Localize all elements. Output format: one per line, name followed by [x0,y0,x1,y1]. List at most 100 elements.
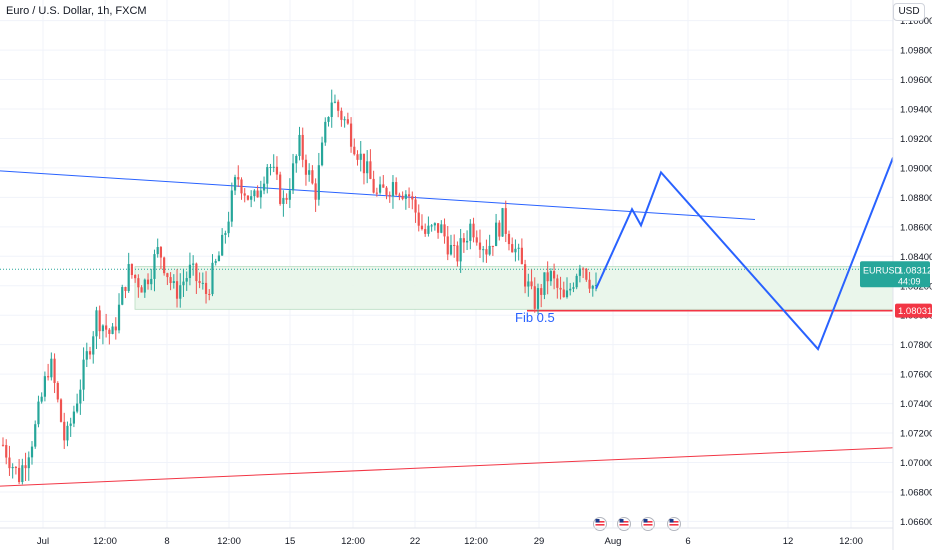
candle-body [224,233,227,235]
candle-body [169,277,172,284]
candle-body [262,183,266,191]
us-flag-event-icon [667,517,681,531]
candle-body [153,254,156,279]
support-price-value: 1.08031 [898,306,932,317]
price-tick-label: 1.07600 [900,370,932,381]
candle-body [511,244,514,253]
candle-body [591,285,594,289]
candle-body [240,179,243,194]
candle-body [320,142,324,166]
candle-body [398,194,401,196]
candle-body [401,195,404,199]
price-labels: EURUSD 1.08312 44:09 1.08031 [860,261,932,318]
projection-path[interactable] [595,157,894,351]
candle-body [63,421,66,441]
candle-body [372,178,375,193]
candle-body [514,248,517,253]
candle-body [498,222,501,237]
lower-trendline[interactable] [0,447,894,487]
candle-body [469,223,472,241]
candle-body [366,161,369,174]
candle-body [214,261,217,263]
demand-zone [134,266,894,310]
candle-body [488,245,491,255]
candle-body [140,287,143,293]
chart-grid [0,0,893,528]
candle-body [391,182,395,197]
candle-body [182,281,185,286]
candle-body [285,198,288,200]
currency-button[interactable]: USD [893,3,925,21]
candle-body [127,264,130,291]
candle-body [279,174,282,204]
candle-body [478,242,482,250]
candle-body [166,273,169,278]
time-tick-label: 8 [164,536,169,547]
candle-body [282,198,285,204]
candle-body [114,326,117,331]
candle-body [453,245,456,247]
upper-trendline[interactable] [0,170,756,220]
candle-body [95,310,98,337]
candle-body [198,281,201,283]
candle-body [540,288,543,295]
price-tick-label: 1.07400 [900,399,932,410]
fib-annotation[interactable]: Fib 0.5 [515,310,555,325]
candle-body [43,376,46,397]
candle-body [349,123,353,147]
price-tick-label: 1.08800 [900,193,932,204]
candle-body [211,262,214,295]
candle-body [221,234,224,256]
us-flag-event-icon [617,517,631,531]
candle-body [117,304,121,331]
candle-body [575,275,578,288]
candle-body [465,240,469,243]
candle-body [66,425,69,441]
candle-body [491,245,494,247]
candle-body [504,208,507,234]
candle-body [482,249,485,251]
time-axis[interactable]: Jul 12:00 8 12:00 15 12:00 22 12:00 29 Aug 6 12 12:0… [0,527,893,547]
candle-body [111,326,114,334]
candle-body [250,196,253,200]
candle-body [37,401,40,425]
price-tick-label: 1.09600 [900,75,932,86]
candle-body [582,268,585,270]
time-tick-label: 12:00 [839,536,863,547]
candle-body [98,310,101,332]
candle-body [546,272,549,282]
candle-body [150,278,153,285]
candle-body [585,268,588,280]
price-tick-label: 1.08400 [900,252,932,263]
candle-body [146,279,150,285]
time-tick-label: 12:00 [464,536,488,547]
candle-body [56,382,59,400]
candle-body [233,177,237,191]
candle-body [130,264,134,276]
candle-body [427,225,430,234]
price-tick-label: 1.06600 [900,517,932,528]
candle-body [204,282,208,294]
candle-body [411,196,414,200]
candle-body [317,165,320,200]
candle-body [27,457,30,469]
current-price-badge [860,261,930,288]
candle-body [92,336,95,355]
candle-body [50,358,53,378]
economic-events[interactable] [593,517,681,531]
candle-body [34,424,37,447]
candle-body [440,224,443,233]
time-tick-label: 15 [285,536,296,547]
price-tick-label: 1.09400 [900,105,932,116]
candle-body [21,465,24,483]
price-tick-label: 1.06800 [900,487,932,498]
candle-body [230,190,233,222]
candle-body [369,161,372,179]
candle-body [47,376,50,378]
time-tick-label: 6 [685,536,690,547]
candle-body [507,233,511,245]
candle-body [24,465,27,469]
candle-body [5,445,8,458]
candle-body [395,182,398,195]
